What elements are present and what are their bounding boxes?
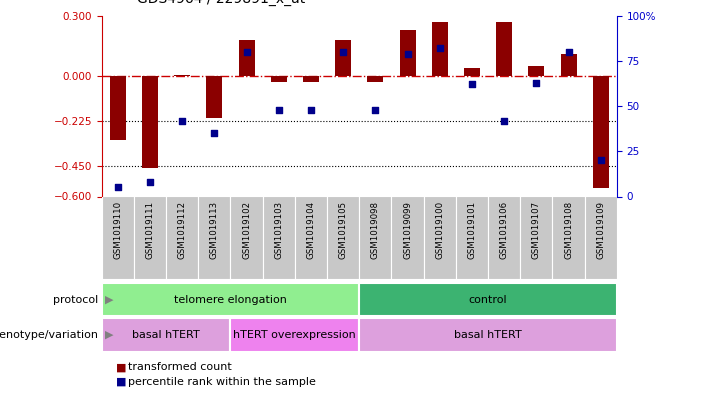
Point bbox=[369, 107, 381, 113]
Bar bbox=[142, 76, 158, 168]
Bar bbox=[271, 76, 287, 82]
Text: basal hTERT: basal hTERT bbox=[454, 330, 522, 340]
Bar bbox=[335, 40, 351, 76]
Bar bbox=[231, 196, 263, 279]
Point bbox=[466, 81, 477, 88]
Text: percentile rank within the sample: percentile rank within the sample bbox=[128, 377, 316, 387]
Bar bbox=[561, 54, 577, 76]
Point bbox=[144, 179, 156, 185]
Bar bbox=[585, 196, 617, 279]
Bar bbox=[593, 76, 609, 189]
Point bbox=[498, 118, 510, 124]
Text: GSM1019106: GSM1019106 bbox=[500, 200, 509, 259]
Bar bbox=[423, 196, 456, 279]
Bar bbox=[552, 196, 585, 279]
Text: ▶: ▶ bbox=[105, 295, 114, 305]
Bar bbox=[134, 196, 166, 279]
Bar bbox=[496, 22, 512, 76]
Bar bbox=[529, 66, 545, 76]
Bar bbox=[327, 196, 359, 279]
Bar bbox=[367, 76, 383, 82]
Text: GSM1019110: GSM1019110 bbox=[114, 200, 122, 259]
Point bbox=[112, 184, 123, 191]
Bar bbox=[102, 283, 359, 316]
Text: GSM1019113: GSM1019113 bbox=[210, 200, 219, 259]
Bar bbox=[303, 76, 319, 82]
Bar bbox=[391, 196, 423, 279]
Text: GSM1019100: GSM1019100 bbox=[435, 200, 444, 259]
Point bbox=[241, 49, 252, 55]
Text: telomere elongation: telomere elongation bbox=[174, 295, 287, 305]
Bar bbox=[432, 22, 448, 76]
Bar bbox=[231, 318, 360, 352]
Text: GSM1019101: GSM1019101 bbox=[468, 200, 477, 259]
Text: GDS4964 / 229891_x_at: GDS4964 / 229891_x_at bbox=[137, 0, 305, 6]
Bar bbox=[109, 76, 125, 140]
Point bbox=[273, 107, 285, 113]
Bar bbox=[295, 196, 327, 279]
Point bbox=[306, 107, 317, 113]
Text: genotype/variation: genotype/variation bbox=[0, 330, 98, 340]
Bar bbox=[400, 30, 416, 76]
Bar bbox=[198, 196, 231, 279]
Text: GSM1019102: GSM1019102 bbox=[242, 200, 251, 259]
Point bbox=[563, 49, 574, 55]
Text: ▶: ▶ bbox=[105, 330, 114, 340]
Point bbox=[209, 130, 220, 136]
Text: GSM1019099: GSM1019099 bbox=[403, 200, 412, 259]
Text: transformed count: transformed count bbox=[128, 362, 232, 373]
Text: basal hTERT: basal hTERT bbox=[132, 330, 200, 340]
Bar bbox=[102, 196, 134, 279]
Text: GSM1019107: GSM1019107 bbox=[532, 200, 541, 259]
Point bbox=[402, 51, 413, 57]
Text: GSM1019112: GSM1019112 bbox=[177, 200, 186, 259]
Text: protocol: protocol bbox=[53, 295, 98, 305]
Point bbox=[177, 118, 188, 124]
Point bbox=[531, 79, 542, 86]
Bar bbox=[464, 68, 480, 76]
Bar bbox=[360, 196, 391, 279]
Text: GSM1019103: GSM1019103 bbox=[274, 200, 283, 259]
Text: control: control bbox=[469, 295, 508, 305]
Text: GSM1019104: GSM1019104 bbox=[306, 200, 315, 259]
Bar bbox=[488, 196, 520, 279]
Text: ■: ■ bbox=[116, 362, 126, 373]
Text: GSM1019105: GSM1019105 bbox=[339, 200, 348, 259]
Bar bbox=[520, 196, 552, 279]
Point bbox=[338, 49, 349, 55]
Text: ■: ■ bbox=[116, 377, 126, 387]
Bar bbox=[166, 196, 198, 279]
Text: GSM1019109: GSM1019109 bbox=[597, 200, 605, 259]
Point bbox=[434, 45, 445, 51]
Bar bbox=[206, 76, 222, 118]
Text: GSM1019111: GSM1019111 bbox=[145, 200, 154, 259]
Text: GSM1019098: GSM1019098 bbox=[371, 200, 380, 259]
Bar bbox=[359, 318, 617, 352]
Bar bbox=[174, 75, 190, 76]
Point bbox=[595, 157, 606, 163]
Bar bbox=[263, 196, 295, 279]
Bar bbox=[456, 196, 488, 279]
Text: hTERT overexpression: hTERT overexpression bbox=[233, 330, 356, 340]
Text: GSM1019108: GSM1019108 bbox=[564, 200, 573, 259]
Bar bbox=[238, 40, 254, 76]
Bar bbox=[102, 318, 231, 352]
Bar bbox=[359, 283, 617, 316]
